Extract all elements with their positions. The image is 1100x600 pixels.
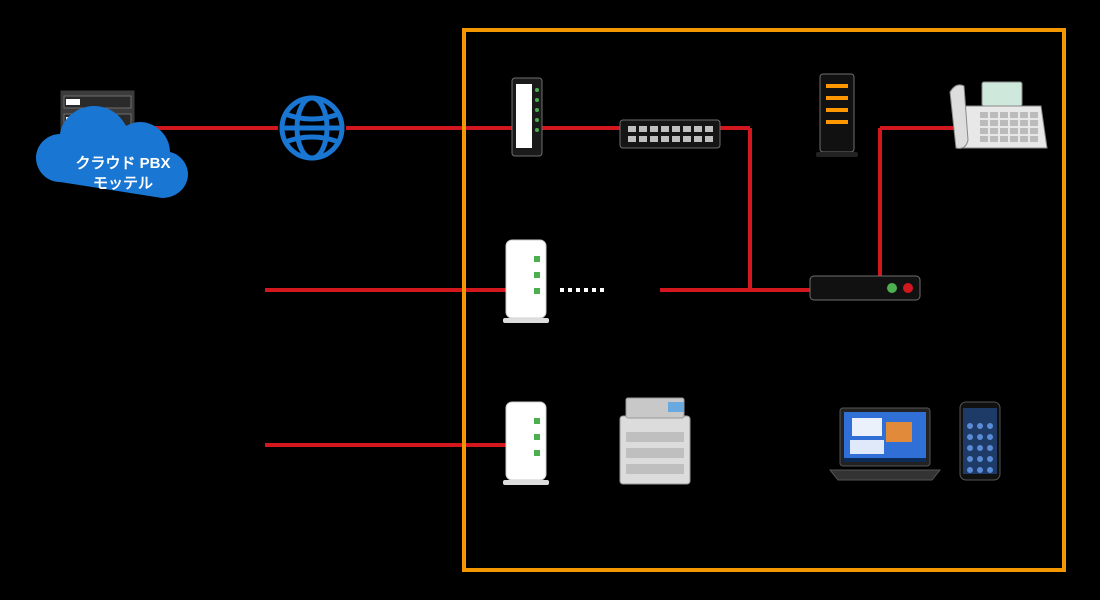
- router-bottom-icon: [503, 402, 549, 485]
- cloud-label-line1: クラウド PBX: [75, 155, 170, 172]
- internet-globe-icon: [278, 94, 346, 162]
- network-device-icon: [810, 276, 920, 300]
- printer-icon: [620, 398, 690, 484]
- cloud-pbx-icon: クラウド PBX モッテル: [36, 106, 188, 198]
- cloud-label-line2: モッテル: [93, 175, 153, 192]
- router-top-icon: [512, 78, 542, 156]
- desk-phone-icon: [950, 82, 1047, 148]
- router-mid-icon: [503, 240, 549, 323]
- switch-top-icon: [620, 120, 720, 148]
- laptop-icon: [830, 408, 940, 480]
- smartphone-icon: [960, 402, 1000, 480]
- modem-top-icon: [816, 74, 858, 157]
